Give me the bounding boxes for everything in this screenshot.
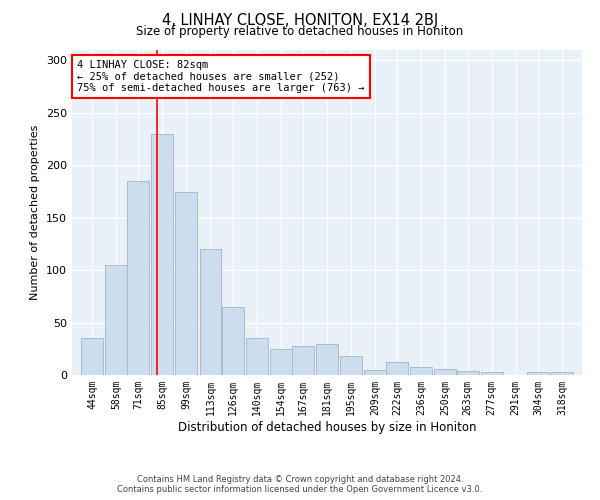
Text: Contains HM Land Registry data © Crown copyright and database right 2024.
Contai: Contains HM Land Registry data © Crown c… [118,474,482,494]
Bar [292,346,314,375]
Bar [364,370,386,375]
Bar [457,371,479,375]
X-axis label: Distribution of detached houses by size in Honiton: Distribution of detached houses by size … [178,420,476,434]
Bar [81,338,103,375]
Bar [105,265,127,375]
Bar [175,192,197,375]
Bar [270,349,292,375]
Text: Size of property relative to detached houses in Honiton: Size of property relative to detached ho… [136,25,464,38]
Text: 4 LINHAY CLOSE: 82sqm
← 25% of detached houses are smaller (252)
75% of semi-det: 4 LINHAY CLOSE: 82sqm ← 25% of detached … [77,60,365,93]
Bar [246,338,268,375]
Bar [151,134,173,375]
Bar [386,362,408,375]
Bar [127,181,149,375]
Bar [527,372,549,375]
Y-axis label: Number of detached properties: Number of detached properties [31,125,40,300]
Bar [316,344,338,375]
Bar [222,307,244,375]
Bar [410,366,432,375]
Bar [551,372,573,375]
Bar [200,249,221,375]
Bar [481,372,503,375]
Text: 4, LINHAY CLOSE, HONITON, EX14 2BJ: 4, LINHAY CLOSE, HONITON, EX14 2BJ [162,12,438,28]
Bar [434,368,456,375]
Bar [340,356,362,375]
